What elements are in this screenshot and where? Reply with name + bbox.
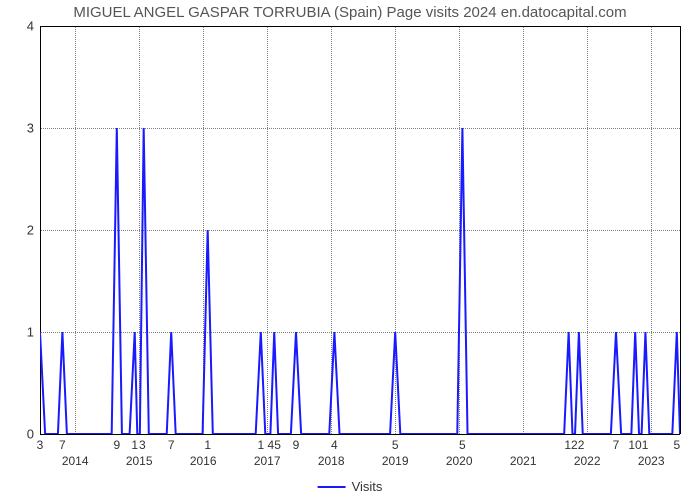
legend-swatch <box>318 486 346 488</box>
right-axis <box>680 26 681 434</box>
xtick-value: 4 <box>331 438 338 452</box>
xtick-value: 122 <box>564 438 584 452</box>
xtick-value: 5 <box>673 438 680 452</box>
legend: Visits <box>318 479 383 494</box>
xtick-year: 2019 <box>382 454 409 468</box>
xtick-year: 2014 <box>62 454 89 468</box>
xtick-value: 7 <box>59 438 66 452</box>
xtick-year: 2020 <box>446 454 473 468</box>
xtick-value: 1 <box>257 438 264 452</box>
chart-container: MIGUEL ANGEL GASPAR TORRUBIA (Spain) Pag… <box>0 0 700 500</box>
xtick-value: 45 <box>268 438 281 452</box>
x-axis <box>40 434 680 435</box>
xtick-value: 5 <box>392 438 399 452</box>
xtick-value: 9 <box>293 438 300 452</box>
xtick-year: 2021 <box>510 454 537 468</box>
xtick-value: 3 <box>139 438 146 452</box>
xtick-value: 1 <box>131 438 138 452</box>
xtick-year: 2023 <box>638 454 665 468</box>
xtick-value: 7 <box>168 438 175 452</box>
ytick-label: 3 <box>27 121 34 136</box>
ytick-label: 4 <box>27 19 34 34</box>
ytick-label: 1 <box>27 325 34 340</box>
chart-title: MIGUEL ANGEL GASPAR TORRUBIA (Spain) Pag… <box>0 4 700 21</box>
xtick-value: 7 <box>613 438 620 452</box>
xtick-value: 101 <box>628 438 648 452</box>
xtick-value: 5 <box>459 438 466 452</box>
xtick-value: 3 <box>37 438 44 452</box>
xtick-year: 2017 <box>254 454 281 468</box>
ytick-label: 0 <box>27 427 34 442</box>
xtick-year: 2016 <box>190 454 217 468</box>
xtick-value: 1 <box>204 438 211 452</box>
xtick-value: 9 <box>113 438 120 452</box>
xtick-year: 2018 <box>318 454 345 468</box>
line-series <box>40 26 680 434</box>
xtick-year: 2015 <box>126 454 153 468</box>
legend-label: Visits <box>352 479 383 494</box>
ytick-label: 2 <box>27 223 34 238</box>
xtick-year: 2022 <box>574 454 601 468</box>
plot-area: 0123420142015201620172018201920202021202… <box>40 26 680 434</box>
